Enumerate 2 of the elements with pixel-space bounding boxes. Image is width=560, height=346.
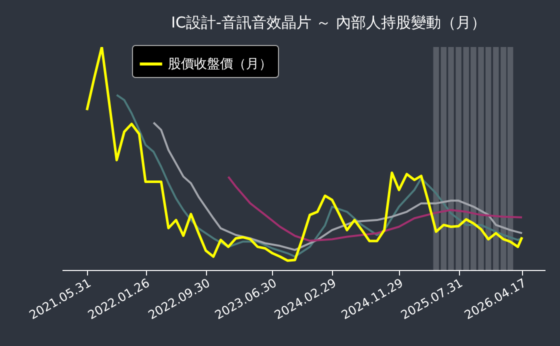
legend-label: 股價收盤價（月） xyxy=(168,57,272,72)
chart-title: IC設計-音訊音效晶片 ～ 內部人持股變動（月） xyxy=(171,14,486,32)
